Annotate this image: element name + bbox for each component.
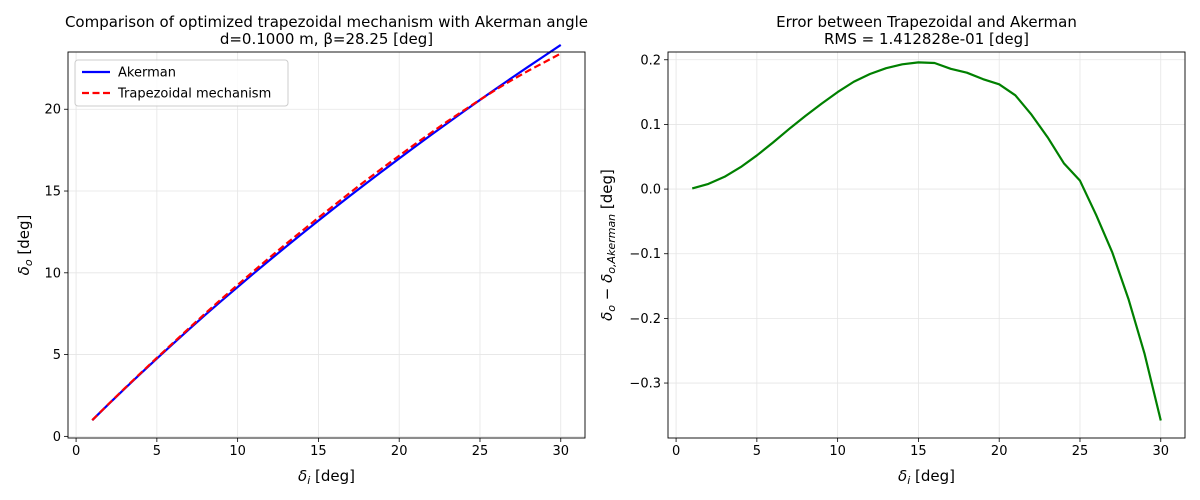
- legend-label: Trapezoidal mechanism: [117, 87, 271, 102]
- legend-label: Akerman: [118, 66, 176, 81]
- x-axis-label: δi [deg]: [898, 467, 955, 487]
- y-tick-label: 10: [44, 266, 61, 281]
- y-tick-label: 0.1: [640, 118, 661, 133]
- chart-panel-right: Error between Trapezoidal and AkermanRMS…: [598, 13, 1186, 487]
- y-tick-label: 0: [53, 430, 61, 445]
- y-tick-label: 5: [53, 348, 61, 363]
- y-tick-label: 0.0: [640, 183, 661, 198]
- y-tick-label: −0.2: [629, 312, 661, 327]
- y-tick-label: 15: [44, 185, 61, 200]
- chart-subtitle: d=0.1000 m, β=28.25 [deg]: [220, 30, 433, 48]
- x-tick-label: 5: [753, 444, 761, 459]
- x-tick-label: 15: [910, 444, 927, 459]
- x-tick-label: 30: [1152, 444, 1169, 459]
- x-tick-label: 25: [472, 444, 489, 459]
- y-axis-label: δo [deg]: [15, 215, 35, 276]
- chart-panel-left: Comparison of optimized trapezoidal mech…: [15, 13, 588, 487]
- x-tick-label: 5: [153, 444, 161, 459]
- plot-frame: [67, 51, 586, 439]
- x-tick-label: 10: [829, 444, 846, 459]
- series-line-trapezoidal-mechanism: [91, 52, 562, 421]
- series-line-error: [691, 61, 1162, 421]
- y-axis-label: δo − δo,Akerman [deg]: [598, 169, 618, 321]
- legend-box: [74, 59, 289, 107]
- x-tick-label: 15: [310, 444, 327, 459]
- chart-title: Comparison of optimized trapezoidal mech…: [65, 13, 588, 31]
- x-tick-label: 25: [1072, 444, 1089, 459]
- y-tick-label: −0.3: [629, 377, 661, 392]
- x-tick-label: 30: [552, 444, 569, 459]
- x-tick-label: 0: [672, 444, 680, 459]
- chart-subtitle: RMS = 1.412828e-01 [deg]: [824, 30, 1029, 48]
- legend: Akerman Trapezoidal mechanism: [74, 59, 289, 107]
- x-tick-label: 20: [391, 444, 408, 459]
- y-tick-label: −0.1: [629, 247, 661, 262]
- y-tick-label: 0.2: [640, 53, 661, 68]
- chart-title: Error between Trapezoidal and Akerman: [776, 13, 1077, 31]
- x-tick-label: 0: [72, 444, 80, 459]
- x-axis-label: δi [deg]: [298, 467, 355, 487]
- y-tick-label: 20: [44, 103, 61, 118]
- x-tick-label: 10: [229, 444, 246, 459]
- plot-frame: [667, 51, 1186, 439]
- x-tick-label: 20: [991, 444, 1008, 459]
